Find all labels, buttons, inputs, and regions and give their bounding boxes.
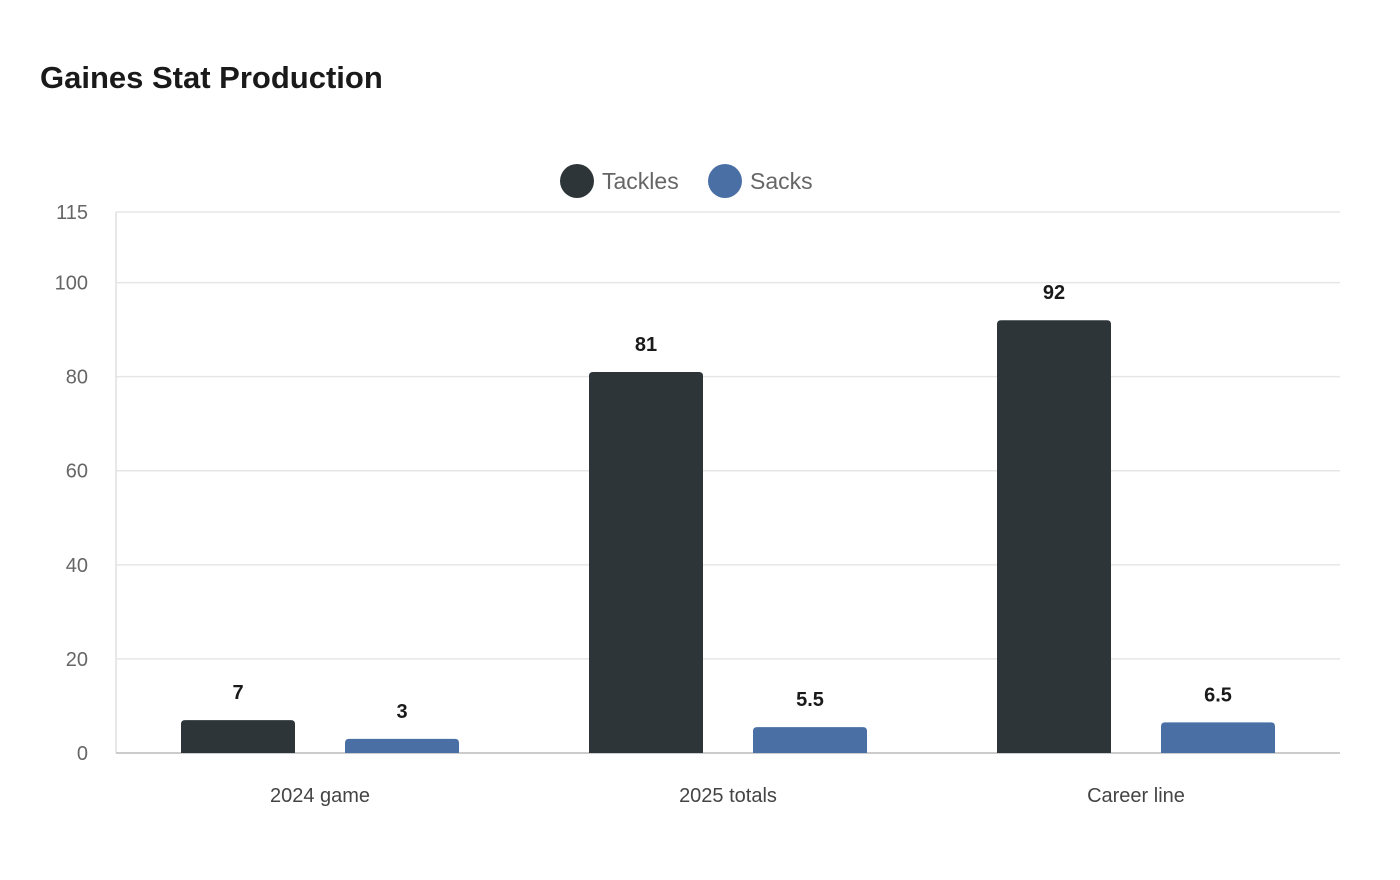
legend-item-sacks[interactable]: Sacks bbox=[708, 162, 813, 200]
bar-tackles-2 bbox=[997, 320, 1111, 753]
x-tick-label-1: 2025 totals bbox=[679, 785, 777, 807]
y-tick-label-60: 60 bbox=[66, 461, 88, 483]
bar-sacks-1 bbox=[753, 727, 867, 753]
data-label-tackles-2: 92 bbox=[1043, 282, 1065, 304]
data-label-sacks-0: 3 bbox=[396, 701, 407, 723]
y-tick-label-40: 40 bbox=[66, 555, 88, 577]
legend-label-tackles: Tackles bbox=[602, 167, 679, 194]
chart-title: Gaines Stat Production bbox=[40, 60, 383, 95]
y-tick-label-20: 20 bbox=[66, 649, 88, 671]
y-tick-label-80: 80 bbox=[66, 367, 88, 389]
y-tick-label-100: 100 bbox=[55, 273, 88, 295]
bar-sacks-0 bbox=[345, 738, 459, 753]
chart-legend: Tackles Sacks bbox=[0, 162, 1400, 200]
x-tick-label-2: Career line bbox=[1087, 785, 1185, 807]
data-label-sacks-1: 5.5 bbox=[796, 689, 824, 711]
y-tick-label-115: 115 bbox=[56, 202, 88, 224]
legend-item-tackles[interactable]: Tackles bbox=[560, 162, 679, 200]
y-tick-label-0: 0 bbox=[77, 743, 88, 765]
legend-label-sacks: Sacks bbox=[750, 167, 813, 194]
data-label-sacks-2: 6.5 bbox=[1204, 684, 1232, 706]
x-tick-label-0: 2024 game bbox=[270, 785, 370, 807]
data-label-tackles-0: 7 bbox=[232, 682, 243, 704]
bar-tackles-1 bbox=[589, 371, 703, 753]
bar-sacks-2 bbox=[1161, 722, 1275, 753]
bar-tackles-0 bbox=[181, 720, 295, 753]
legend-swatch-sacks bbox=[708, 164, 742, 198]
data-label-tackles-1: 81 bbox=[635, 334, 657, 356]
legend-swatch-tackles bbox=[560, 164, 594, 198]
